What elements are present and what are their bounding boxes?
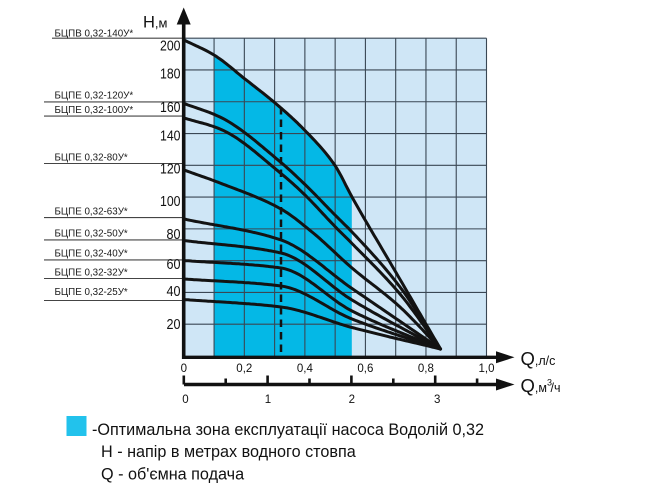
svg-text:БЦПЕ 0,32-80У*: БЦПЕ 0,32-80У* [55, 152, 128, 163]
svg-text:БЦПЕ 0,32-100У*: БЦПЕ 0,32-100У* [55, 105, 134, 116]
svg-text:1: 1 [265, 394, 271, 406]
svg-text:0,2: 0,2 [236, 363, 252, 375]
svg-text:1,0: 1,0 [479, 363, 495, 375]
svg-text:3: 3 [434, 394, 440, 406]
svg-text:140: 140 [160, 129, 181, 145]
svg-text:БЦПЕ 0,32-25У*: БЦПЕ 0,32-25У* [55, 287, 128, 298]
svg-text:80: 80 [167, 227, 181, 243]
svg-text:20: 20 [167, 317, 181, 333]
svg-text:2: 2 [349, 394, 355, 406]
svg-text:180: 180 [160, 67, 181, 83]
svg-text:Q,м3/ч: Q,м3/ч [521, 375, 561, 396]
svg-text:БЦПЕ 0,32-50У*: БЦПЕ 0,32-50У* [55, 228, 128, 239]
svg-text:0,6: 0,6 [357, 363, 373, 375]
svg-text:Н,м: Н,м [143, 14, 168, 32]
svg-text:Н - напір в метрах водного сто: Н - напір в метрах водного стовпа [101, 443, 356, 461]
svg-text:0: 0 [181, 363, 187, 375]
svg-text:БЦПЕ 0,32-120У*: БЦПЕ 0,32-120У* [55, 90, 134, 101]
svg-text:БЦПВ 0,32-140У*: БЦПВ 0,32-140У* [55, 28, 134, 39]
svg-text:120: 120 [160, 162, 181, 178]
svg-text:Q,л/с: Q,л/с [521, 348, 556, 369]
svg-text:100: 100 [160, 194, 181, 210]
svg-text:БЦПЕ 0,32-63У*: БЦПЕ 0,32-63У* [55, 206, 128, 217]
svg-text:-Оптимальна зона експлуатації: -Оптимальна зона експлуатації насоса Вод… [92, 421, 484, 439]
svg-text:БЦПЕ 0,32-32У*: БЦПЕ 0,32-32У* [55, 267, 128, 278]
svg-text:60: 60 [167, 257, 181, 273]
svg-text:0,8: 0,8 [418, 363, 434, 375]
svg-text:160: 160 [160, 100, 181, 116]
svg-text:40: 40 [167, 284, 181, 300]
svg-text:0,4: 0,4 [297, 363, 314, 375]
svg-text:БЦПЕ 0,32-40У*: БЦПЕ 0,32-40У* [55, 249, 128, 260]
svg-text:200: 200 [160, 38, 181, 54]
svg-text:0: 0 [182, 394, 188, 406]
svg-text:Q - об'ємна подача: Q - об'ємна подача [101, 466, 244, 484]
